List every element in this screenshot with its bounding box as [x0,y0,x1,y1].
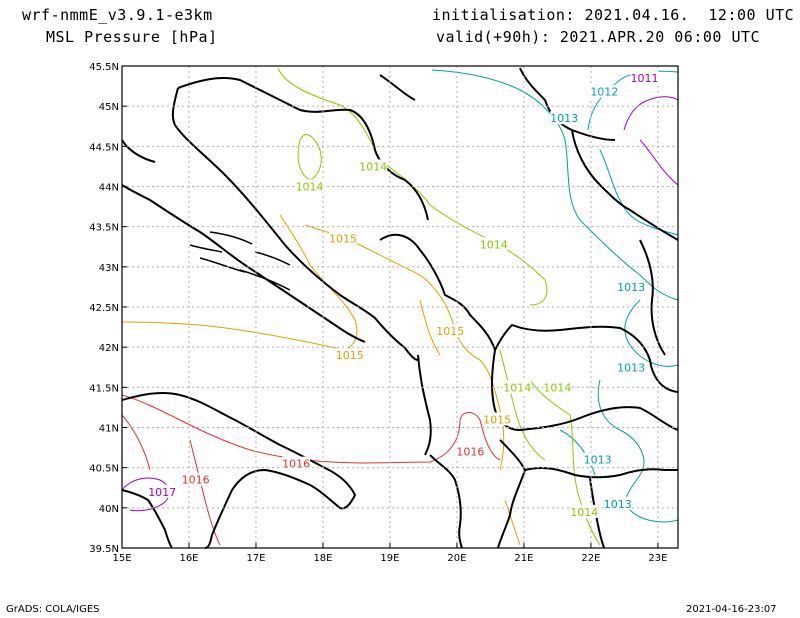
lat-label: 41.5N [89,383,119,394]
contour-label-bg [630,71,659,85]
contour-label-bg [295,179,324,193]
lon-label: 17E [246,553,265,564]
contour-label-bg [483,412,512,426]
contour-label: 1014 [543,381,571,394]
contour-label-bg [335,348,364,362]
lat-label: 44N [99,183,119,194]
contour-label-bg [543,380,572,394]
lat-label: 42.5N [89,303,119,314]
contour-label-bg [181,472,210,486]
isobar-1015-se [504,499,521,546]
lat-label: 41N [99,424,119,435]
lat-label: 39.5N [89,544,119,555]
contour-label-bg [583,452,612,466]
lat-label: 45N [99,102,119,113]
contour-label-bg [503,380,532,394]
isobar-1013 [431,69,679,523]
valid-time: valid(+90h): 2021.APR.20 06:00 UTC [436,28,761,46]
contour-label-bg [282,456,311,470]
contour-label: 1012 [590,86,618,99]
isobar-1014 [277,67,601,546]
lat-label: 43.5N [89,223,119,234]
lon-label: 19E [380,553,399,564]
contour-label: 1013 [584,454,612,467]
contour-label: 1015 [336,349,364,362]
lat-label: 44.5N [89,142,119,153]
contour-label-bg [570,504,599,518]
model-name: wrf-nmmE_v3.9.1-e3km [22,6,213,24]
contour-label: 1015 [483,413,511,426]
contour-label-bg [603,496,632,510]
contour-label-bg [550,111,579,125]
footer-timestamp: 2021-04-16-23:07 [686,604,777,615]
lon-label: 16E [179,553,198,564]
lat-label: 40N [99,504,119,515]
contour-label-bg [359,159,388,173]
contour-label-bg [456,444,485,458]
isobar-1015 [121,214,505,471]
contour-label: 1014 [359,160,387,173]
contour-label: 1011 [631,72,659,85]
contour-label: 1016 [282,458,310,471]
contour-label: 1016 [456,446,484,459]
coastline-borders [121,67,679,549]
isobar-1011 [623,96,679,186]
lon-label: 20E [447,553,466,564]
lat-label: 45.5N [89,62,119,73]
lon-label: 21E [514,553,533,564]
contour-label-bg [590,84,619,98]
contour-label-bg [436,324,465,338]
contour-label: 1017 [148,486,176,499]
contour-label: 1014 [480,238,508,251]
footer-credit: GrADS: COLA/IGES [6,604,100,615]
field-name: MSL Pressure [hPa] [46,28,218,46]
lat-label: 43N [99,263,119,274]
contour-label-bg [329,231,358,245]
lon-label: 23E [648,553,667,564]
contour-label: 1015 [329,233,357,246]
contour-label-bg [479,237,508,251]
contour-label: 1014 [570,506,598,519]
contour-label: 1013 [604,498,632,511]
contour-label: 1015 [436,325,464,338]
lat-label: 42N [99,343,119,354]
axis-ticks: 15E 16E 17E 18E 19E 20E 21E 22E 23E 45.5N 45N 44.5N… [89,62,667,564]
contour-label: 1013 [550,112,578,125]
isobar-1016 [121,394,501,546]
contour-label: 1013 [617,281,645,294]
contour-labels: 1011 1012 1013 1013 1013 1013 1013 1014 1014 1014… [148,71,659,519]
lon-label: 22E [581,553,600,564]
contour-label: 1013 [617,361,645,374]
contour-label-bg [617,360,646,374]
lon-label: 18E [313,553,332,564]
contour-label-bg [148,484,177,498]
islands [189,231,291,291]
graticule [122,66,678,548]
contour-label: 1016 [182,474,210,487]
contour-label: 1014 [296,181,324,194]
lat-label: 40.5N [89,464,119,475]
contour-label: 1014 [503,381,531,394]
contour-label-bg [617,279,646,293]
init-time: initialisation: 2021.04.16. 12:00 UTC [432,6,795,24]
lon-label: 15E [112,553,131,564]
